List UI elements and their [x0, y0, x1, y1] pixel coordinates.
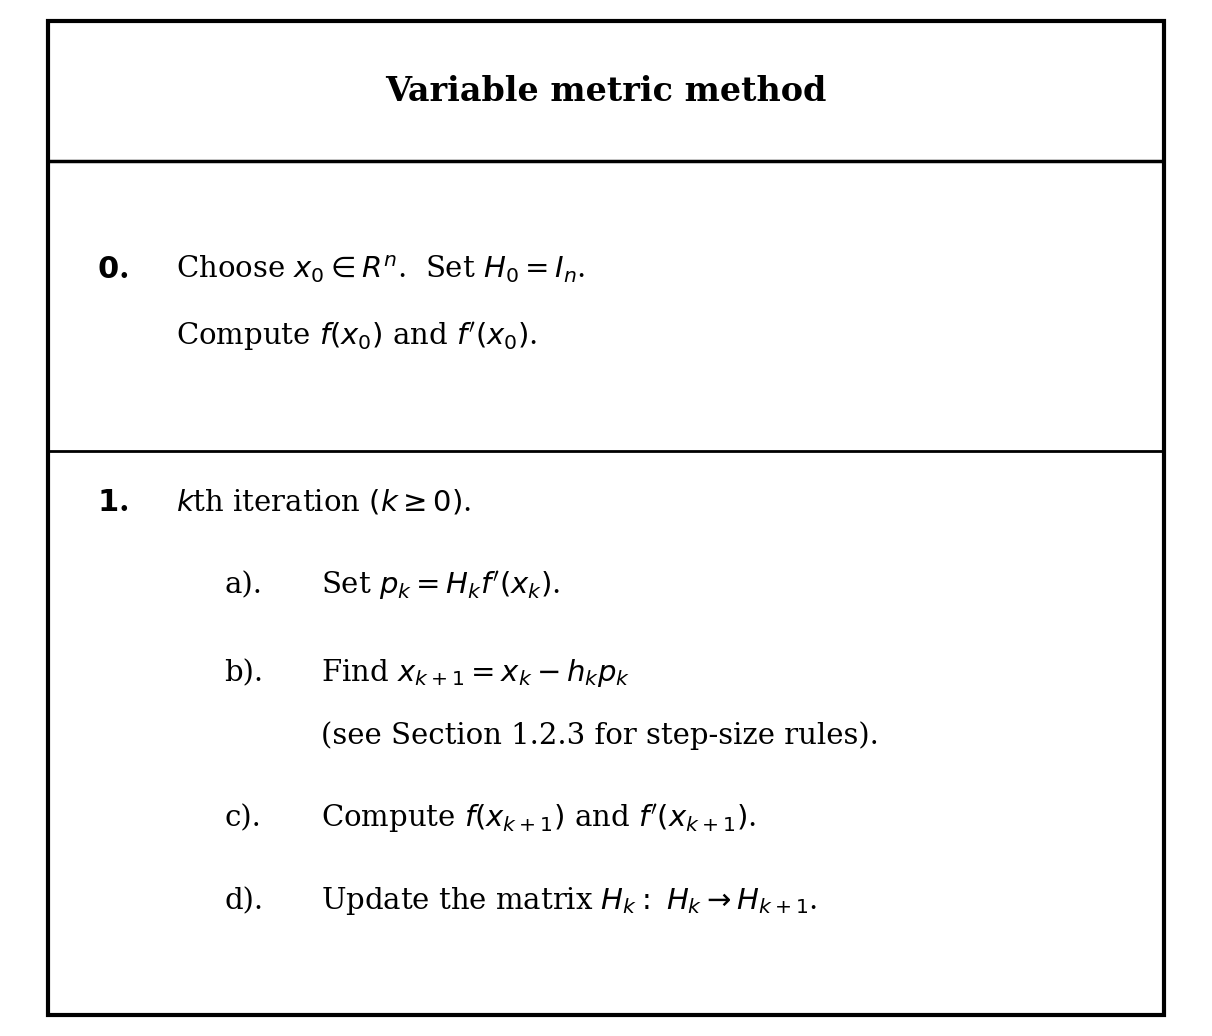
Text: Variable metric method: Variable metric method: [385, 75, 827, 108]
Text: $k$th iteration $(k \geq 0)$.: $k$th iteration $(k \geq 0)$.: [176, 488, 470, 517]
Text: Update the matrix $H_k :\  H_k \rightarrow H_{k+1}$.: Update the matrix $H_k :\ H_k \rightarro…: [321, 886, 818, 917]
Text: Set $p_k = H_k f'(x_k)$.: Set $p_k = H_k f'(x_k)$.: [321, 569, 561, 602]
Text: $\mathbf{0}$.: $\mathbf{0}$.: [97, 254, 128, 285]
Text: (see Section 1.2.3 for step-size rules).: (see Section 1.2.3 for step-size rules).: [321, 721, 879, 750]
Text: Compute $f(x_{k+1})$ and $f'(x_{k+1})$.: Compute $f(x_{k+1})$ and $f'(x_{k+1})$.: [321, 802, 756, 835]
Text: $\mathbf{1}$.: $\mathbf{1}$.: [97, 487, 128, 518]
Text: b).: b).: [224, 659, 263, 688]
Text: Find $x_{k+1} = x_k - h_k p_k$: Find $x_{k+1} = x_k - h_k p_k$: [321, 658, 630, 689]
Text: Compute $f(x_0)$ and $f'(x_0)$.: Compute $f(x_0)$ and $f'(x_0)$.: [176, 320, 537, 353]
Text: d).: d).: [224, 887, 263, 916]
Text: Choose $x_0 \in R^n$.  Set $H_0 = I_n$.: Choose $x_0 \in R^n$. Set $H_0 = I_n$.: [176, 254, 585, 285]
Text: a).: a).: [224, 571, 262, 600]
Text: c).: c).: [224, 804, 261, 833]
